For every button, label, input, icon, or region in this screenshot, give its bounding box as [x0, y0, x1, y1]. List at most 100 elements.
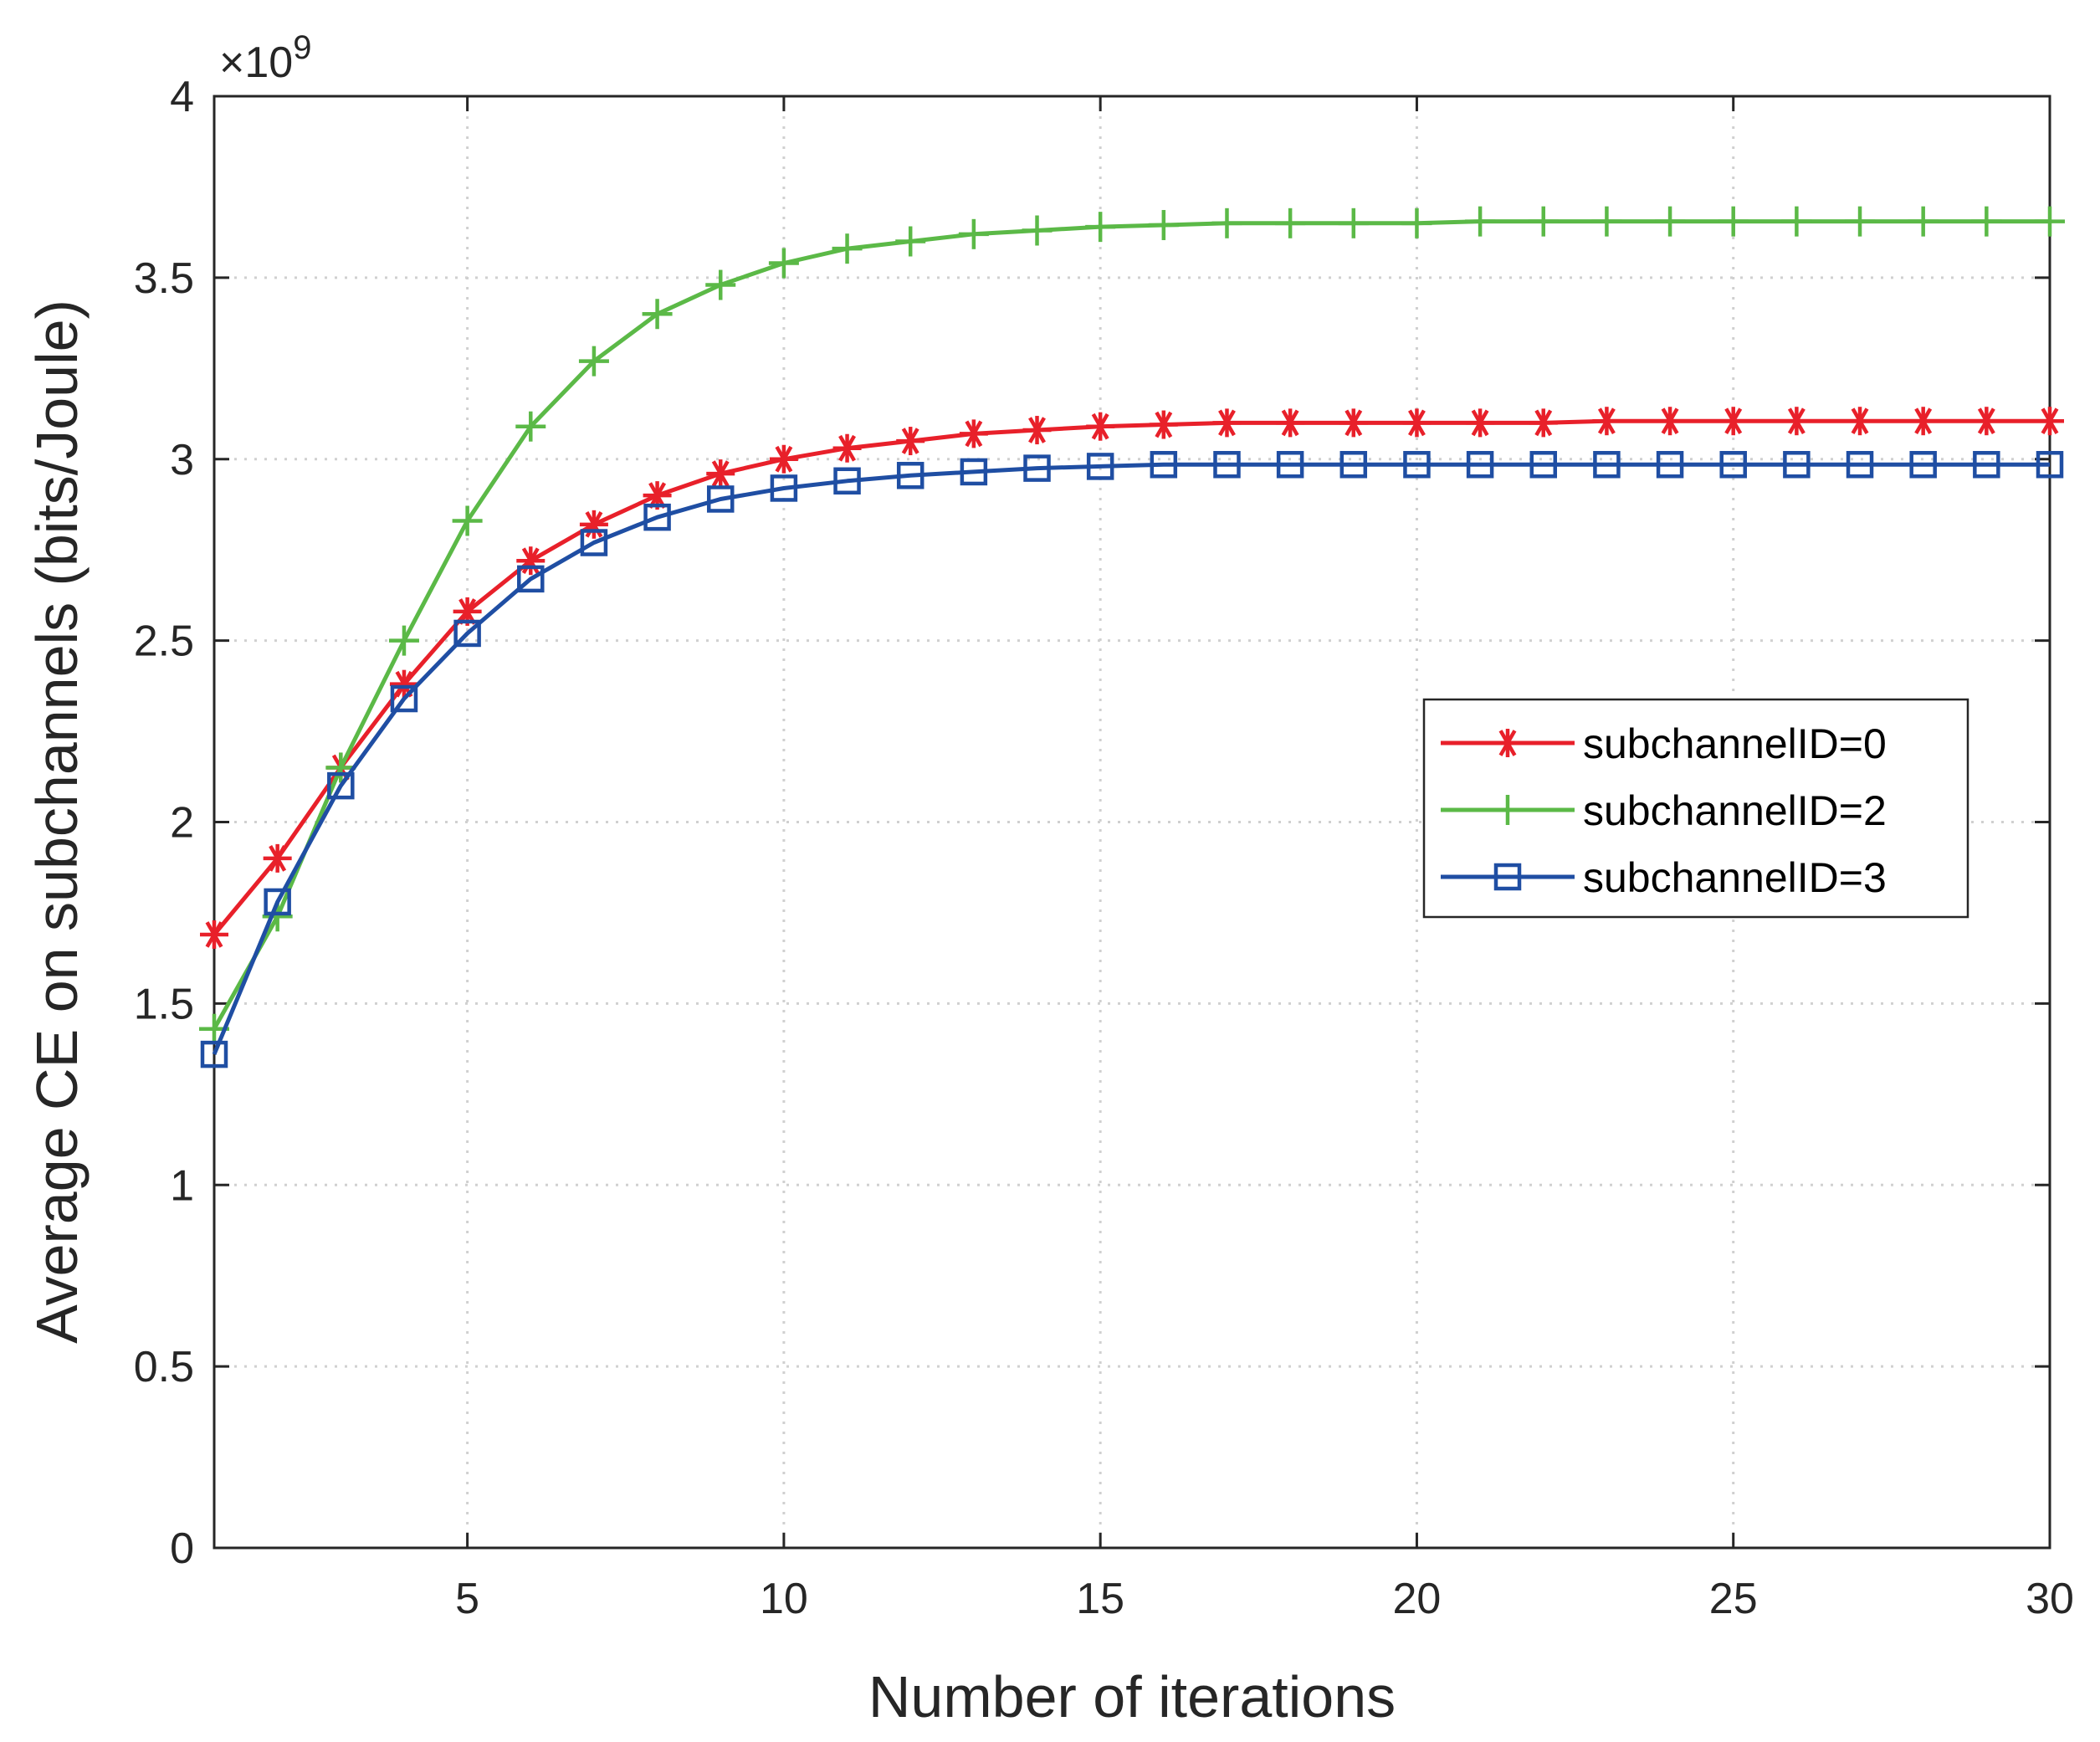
- data-point: [453, 619, 481, 648]
- data-point: [1465, 206, 1496, 237]
- data-point: [832, 433, 862, 463]
- data-point: [1846, 407, 1875, 436]
- data-point: [264, 888, 291, 916]
- legend-entry: subchannelID=2: [1441, 787, 1887, 834]
- data-point: [1339, 451, 1368, 479]
- data-point: [1275, 208, 1306, 238]
- data-point: [1845, 206, 1876, 237]
- data-point: [1656, 407, 1685, 436]
- data-point: [1781, 206, 1812, 237]
- data-point: [200, 920, 228, 949]
- y-tick-label: 2.5: [134, 617, 194, 666]
- data-point: [770, 474, 798, 502]
- x-tick-label: 10: [760, 1575, 808, 1623]
- data-point: [769, 444, 798, 474]
- legend-label: subchannelID=3: [1583, 854, 1887, 901]
- data-point: [1592, 407, 1621, 436]
- series: [199, 206, 2065, 1068]
- data-point: [1086, 412, 1115, 441]
- data-point: [1338, 208, 1369, 238]
- data-point: [1149, 410, 1178, 439]
- data-point: [1972, 407, 2001, 436]
- data-point: [1528, 206, 1559, 237]
- data-point: [1719, 451, 1747, 479]
- data-point: [1593, 451, 1621, 479]
- grid: [214, 96, 2050, 1548]
- data-point: [2035, 206, 2065, 237]
- data-point: [1782, 407, 1811, 436]
- y-tick-label: 4: [170, 73, 194, 121]
- y-tick-label: 1: [170, 1161, 194, 1210]
- x-tick-label: 20: [1393, 1575, 1442, 1623]
- data-point: [960, 458, 988, 486]
- data-point: [1529, 408, 1558, 438]
- data-point: [1908, 407, 1938, 436]
- data-point: [1276, 451, 1304, 479]
- data-point: [1466, 408, 1495, 438]
- y-tick-label: 3: [170, 436, 194, 484]
- y-exponent-label: ×109: [219, 29, 311, 87]
- data-point: [515, 411, 546, 442]
- data-point: [327, 771, 355, 800]
- data-point: [2036, 451, 2064, 479]
- data-point: [1022, 215, 1053, 246]
- data-point: [1591, 206, 1622, 237]
- data-point: [1718, 206, 1749, 237]
- y-exponent-power: 9: [293, 29, 311, 66]
- data-point: [1022, 416, 1052, 445]
- legend-entries: subchannelID=0 subchannelID=2 subchannelID…: [1441, 720, 1887, 901]
- data-point: [390, 684, 418, 713]
- data-point: [1655, 206, 1686, 237]
- axis-ticks: 5 10 15 20 25 30 0 0.5 1 1.5 2 2.5 3 3.5 4: [134, 73, 2074, 1623]
- data-point: [1718, 407, 1748, 436]
- data-point: [1846, 451, 1874, 479]
- data-point: [1402, 408, 1432, 438]
- legend-label: subchannelID=2: [1583, 787, 1887, 834]
- legend: subchannelID=0 subchannelID=2 subchannelID…: [1422, 698, 1969, 919]
- data-point: [1466, 451, 1494, 479]
- data-point: [1656, 451, 1684, 479]
- legend-entry: subchannelID=3: [1441, 854, 1887, 901]
- data-point: [1148, 209, 1179, 240]
- data-point: [580, 529, 608, 556]
- data-point: [2036, 407, 2064, 436]
- data-point: [1213, 451, 1241, 479]
- data-point: [1211, 208, 1242, 238]
- data-point: [1971, 206, 2002, 237]
- legend-marker: [1493, 729, 1522, 757]
- data-point: [1973, 451, 2000, 479]
- legend-label: subchannelID=0: [1583, 720, 1887, 767]
- y-tick-label: 2: [170, 799, 194, 848]
- data-point: [1403, 451, 1431, 479]
- x-tick-label: 15: [1076, 1575, 1124, 1623]
- data-point: [1085, 212, 1116, 243]
- data-point: [1529, 451, 1558, 479]
- data-point: [1783, 451, 1811, 479]
- data-point: [1086, 453, 1114, 480]
- x-tick-label: 5: [455, 1575, 479, 1623]
- data-point: [1276, 408, 1305, 438]
- data-point: [706, 485, 735, 513]
- data-point: [643, 503, 671, 531]
- data-point: [1908, 206, 1939, 237]
- series-subchannelID=2: [199, 206, 2065, 1044]
- data-point: [959, 419, 988, 448]
- data-point: [325, 752, 356, 783]
- data-point: [896, 427, 925, 456]
- y-tick-label: 3.5: [134, 254, 194, 303]
- data-point: [1150, 451, 1178, 479]
- data-point: [517, 565, 545, 593]
- data-point: [200, 1040, 228, 1068]
- y-tick-label: 0: [170, 1524, 194, 1573]
- data-point: [642, 299, 673, 330]
- data-point: [896, 462, 925, 489]
- data-point: [706, 459, 735, 489]
- data-point: [1023, 454, 1051, 482]
- series-subchannelID=3: [200, 451, 2064, 1068]
- data-point: [1339, 408, 1368, 438]
- y-axis-label: Average CE on subchannels (bits/Joule): [24, 300, 90, 1344]
- data-point: [1909, 451, 1937, 479]
- legend-entry: subchannelID=0: [1441, 720, 1887, 767]
- x-tick-label: 25: [1709, 1575, 1758, 1623]
